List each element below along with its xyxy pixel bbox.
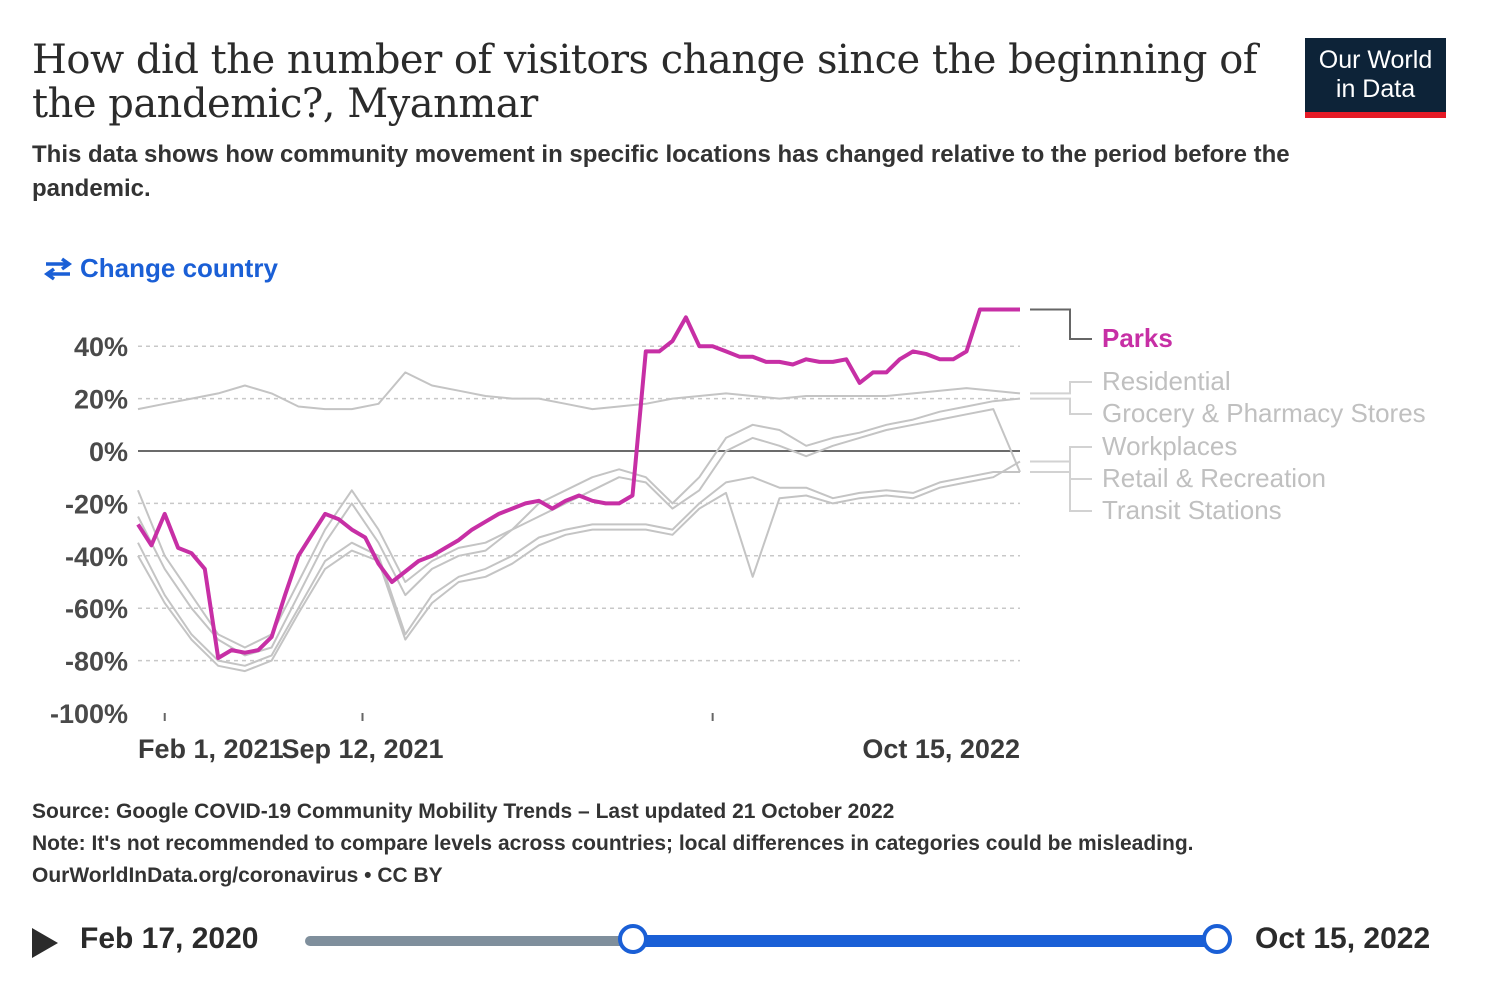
y-tick-label: 20% — [74, 385, 128, 415]
timeline-end-handle[interactable] — [1202, 924, 1232, 954]
legend-label: Parks — [1102, 323, 1173, 353]
series-line-grocery-pharmacy-stores — [137, 397, 1021, 649]
chart-subtitle: This data shows how community movement i… — [32, 141, 1290, 202]
x-tick-label: Oct 15, 2022 — [862, 734, 1020, 764]
chart-title: How did the number of visitors change si… — [32, 37, 1258, 127]
timeline-end-date: Oct 15, 2022 — [1255, 922, 1431, 955]
y-tick-label: -40% — [65, 542, 128, 572]
logo-line-1: Our World — [1318, 46, 1433, 74]
legend-label: Retail & Recreation — [1102, 463, 1326, 493]
series-line-residential — [137, 371, 1021, 411]
legend-label: Transit Stations — [1102, 495, 1282, 525]
owid-logo[interactable]: Our World in Data — [1305, 38, 1446, 118]
timeline-start-date: Feb 17, 2020 — [80, 922, 259, 955]
legend-connector — [1030, 470, 1092, 480]
series-line-retail-recreation — [137, 471, 1020, 667]
line-chart: -100% -80% -60% -40% -20% 0% 20% 40% Feb 1, 2021… — [50, 307, 1426, 764]
legend-connector — [1030, 446, 1092, 473]
note-text: Note: It's not recommended to compare le… — [32, 832, 1194, 855]
series-line-parks — [136, 307, 1020, 660]
x-tick-label: Feb 1, 2021 — [138, 734, 284, 764]
y-tick-label: 0% — [89, 437, 128, 467]
timeline-start-handle[interactable] — [618, 924, 649, 954]
chart-footer: Source: Google COVID-19 Community Mobili… — [32, 796, 1194, 892]
y-tick-label: -80% — [65, 647, 128, 677]
legend-connector — [1030, 308, 1092, 340]
legend-label: Residential — [1102, 366, 1231, 396]
change-country-label: Change country — [80, 253, 278, 283]
play-icon[interactable] — [32, 928, 58, 958]
series-line-transit-stations — [137, 460, 1021, 673]
logo-line-2: in Data — [1335, 75, 1416, 103]
y-tick-label: -100% — [50, 699, 128, 729]
source-text: Source: Google COVID-19 Community Mobili… — [32, 800, 895, 823]
timeline-selected-range — [633, 935, 1217, 947]
timeline: Feb 17, 2020 Oct 15, 2022 — [0, 910, 1486, 974]
legend-connector — [1030, 397, 1092, 415]
legend-label: Grocery & Pharmacy Stores — [1102, 398, 1426, 428]
legend-connector — [1030, 460, 1092, 512]
license-link[interactable]: OurWorldInData.org/coronavirus • CC BY — [32, 864, 443, 887]
y-tick-label: -60% — [65, 594, 128, 624]
y-tick-label: 40% — [74, 332, 128, 362]
swap-arrows-icon — [42, 256, 74, 282]
y-tick-label: -20% — [65, 489, 128, 519]
x-tick-label: Sep 12, 2021 — [281, 734, 443, 764]
legend-label: Workplaces — [1102, 431, 1237, 461]
change-country-button[interactable]: Change country — [42, 253, 278, 284]
legend-connector — [1030, 381, 1092, 395]
